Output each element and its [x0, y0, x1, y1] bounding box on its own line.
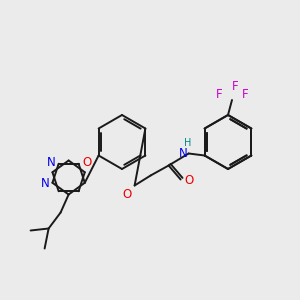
Text: O: O [184, 174, 194, 187]
Text: O: O [82, 156, 92, 169]
Text: N: N [179, 147, 188, 160]
Text: F: F [242, 88, 248, 101]
Text: O: O [122, 188, 132, 202]
Text: N: N [41, 177, 50, 190]
Text: F: F [232, 80, 238, 92]
Text: N: N [47, 156, 56, 169]
Text: F: F [216, 88, 222, 100]
Text: H: H [184, 139, 191, 148]
